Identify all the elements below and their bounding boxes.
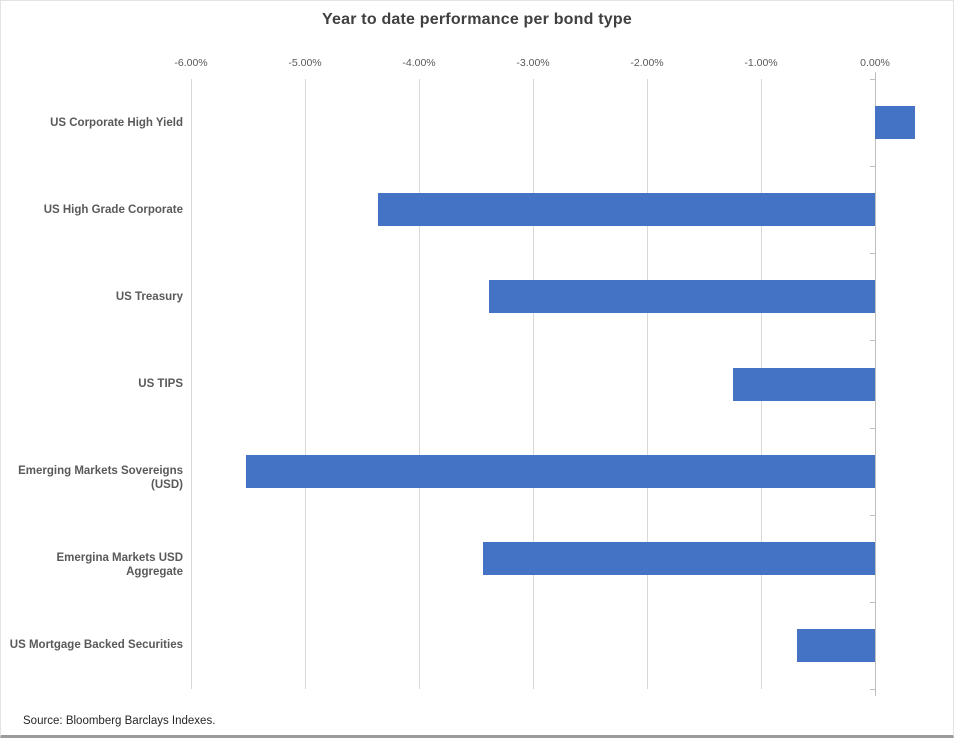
category-axis-tick [870,514,875,516]
category-axis-tick [870,340,875,342]
bar-emergina-markets-usd-aggregate [482,541,875,575]
bar-emerging-markets-sovereigns-usd- [245,454,875,488]
x-gridline [305,79,306,689]
x-tick-label: -3.00% [516,57,550,69]
x-tick-label: -2.00% [630,57,664,69]
category-label: US TIPS [138,378,183,390]
x-tick-label: 0.00% [860,57,890,69]
category-label: US Treasury [115,290,183,303]
bar-us-corporate-high-yield [875,106,915,140]
category-axis-tick [870,166,875,168]
x-tick-label: -4.00% [402,57,436,69]
category-label: Emerging Markets Sovereigns (USD) [18,465,183,492]
category-axis-tick [870,689,875,690]
bar-us-mortgage-backed-securities [797,628,875,662]
x-gridline [191,79,192,689]
chart-title: Year to date performance per bond type [322,11,632,28]
category-label: US Mortgage Backed Securities [9,639,183,652]
bar-us-treasury [488,280,875,314]
zero-axis-line [875,72,876,696]
category-label: US High Grade Corporate [43,203,183,216]
bar-us-tips [732,367,875,401]
x-gridline [419,79,420,689]
category-axis-tick [870,79,875,80]
bar-us-high-grade-corporate [377,193,875,227]
category-axis-tick [870,427,875,429]
x-tick-label: -1.00% [744,57,778,69]
category-label: US Corporate High Yield [50,116,183,129]
x-gridline [533,79,534,689]
x-tick-label: -5.00% [288,57,322,69]
x-gridline [647,79,648,689]
category-axis-tick [870,601,875,603]
x-tick-label: -6.00% [174,57,208,69]
category-axis-tick [870,253,875,255]
source-note: Source: Bloomberg Barclays Indexes. [23,715,216,727]
category-label: Emergina Markets USD Aggregate [56,552,183,579]
